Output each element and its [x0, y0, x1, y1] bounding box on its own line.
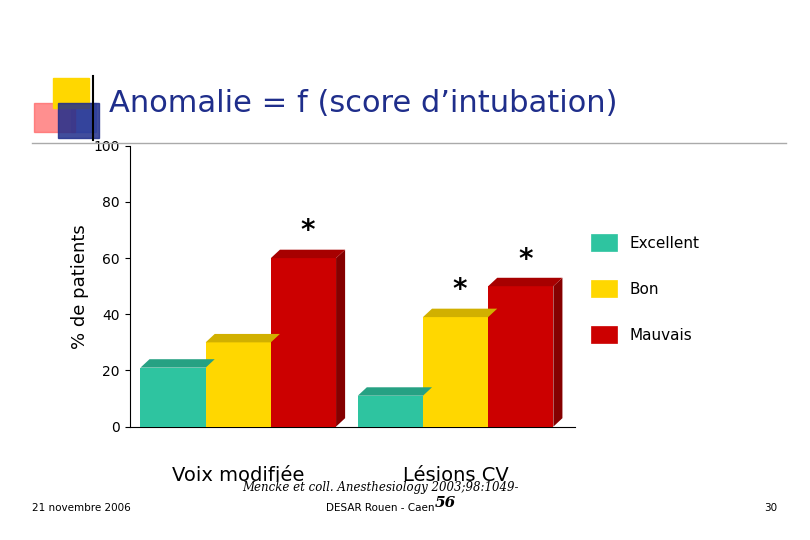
Text: Anomalie = f (score d’intubation): Anomalie = f (score d’intubation) — [109, 89, 618, 118]
Polygon shape — [358, 387, 432, 396]
Text: *: * — [518, 246, 532, 274]
Text: 21 novembre 2006: 21 novembre 2006 — [32, 503, 131, 513]
Text: 56: 56 — [435, 496, 456, 510]
Polygon shape — [206, 334, 280, 342]
Polygon shape — [553, 278, 562, 427]
Bar — [423, 317, 488, 427]
Polygon shape — [206, 359, 215, 427]
Polygon shape — [271, 334, 280, 427]
Polygon shape — [423, 309, 497, 317]
Text: *: * — [301, 218, 315, 246]
Text: Mencke et coll. Anesthesiology 2003;98:1049-: Mencke et coll. Anesthesiology 2003;98:1… — [242, 481, 519, 494]
Text: Excellent: Excellent — [629, 236, 699, 251]
Y-axis label: % de patients: % de patients — [71, 224, 89, 349]
Bar — [358, 396, 423, 427]
Polygon shape — [488, 278, 562, 286]
Polygon shape — [423, 387, 432, 427]
Bar — [140, 368, 206, 427]
Text: 30: 30 — [765, 503, 778, 513]
Text: Voix modifiée: Voix modifiée — [172, 466, 305, 485]
Bar — [206, 342, 271, 427]
Bar — [271, 258, 336, 427]
Polygon shape — [488, 309, 497, 427]
Text: Mauvais: Mauvais — [629, 328, 692, 343]
Text: *: * — [453, 276, 467, 305]
Text: Lésions CV: Lésions CV — [403, 466, 509, 485]
Text: Bon: Bon — [629, 282, 659, 297]
Polygon shape — [140, 359, 215, 368]
Bar — [488, 286, 553, 427]
Text: DESAR Rouen - Caen: DESAR Rouen - Caen — [326, 503, 435, 513]
Polygon shape — [271, 249, 345, 258]
Polygon shape — [336, 249, 345, 427]
